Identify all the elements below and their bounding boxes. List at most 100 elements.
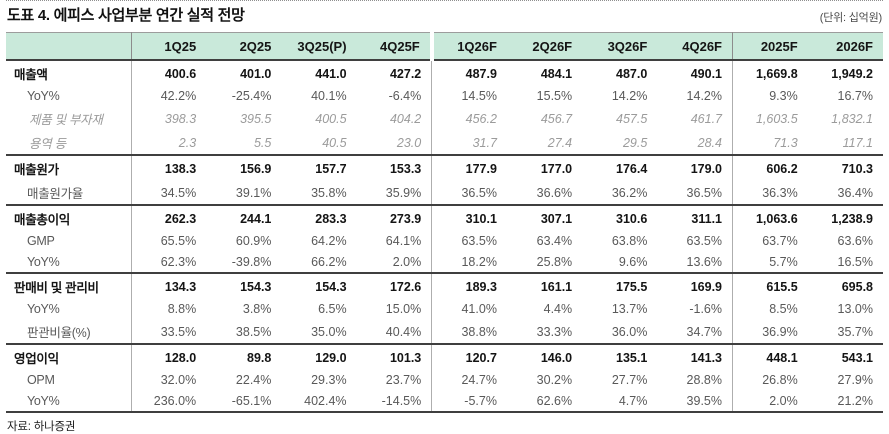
row-label: 제품 및 부자재 [6, 106, 132, 130]
value-cell: 27.7% [611, 373, 648, 387]
value-cell: 13.6% [657, 251, 734, 273]
value-cell: 262.3 [131, 204, 207, 230]
value-cell: 176.4 [582, 154, 658, 180]
value-cell: 146.0 [506, 343, 583, 369]
value-cell: 457.5 [616, 111, 648, 126]
value-cell: 1,949.2 [807, 59, 883, 85]
value-cell: 487.0 [582, 59, 658, 85]
table-row: 판관비율(%) 33.5% 38.5% 35.0% 40.4% 38.8% 33.3% 36.… [6, 319, 883, 344]
table-row: YoY% 42.2% -25.4% 40.1% -6.4% 14.5% 15.5% 14.2%… [6, 85, 883, 106]
row-label: GMP [6, 230, 132, 251]
value-cell: 135.1 [582, 343, 658, 369]
table-row: 제품 및 부자재 398.3 395.5 400.5 404.2 456.2 456.7 45… [6, 106, 883, 130]
table-body: 매출액 400.6 401.0 441.0 427.2 487.9 484.1 487.0 49… [6, 59, 883, 412]
value-cell: 710.3 [807, 154, 883, 180]
value-cell: 128.0 [131, 343, 207, 369]
value-cell: 9.3% [769, 89, 798, 103]
value-cell: 129.0 [281, 343, 357, 369]
table-row: 매출액 400.6 401.0 441.0 427.2 487.9 484.1 487.0 49… [6, 59, 883, 85]
value-cell: 36.2% [611, 185, 648, 200]
value-cell: 2.0% [356, 251, 433, 273]
value-cell: 36.4% [837, 185, 873, 200]
value-cell: 543.1 [807, 343, 883, 369]
value-cell: 402.4% [304, 394, 347, 408]
value-cell: 36.5% [657, 180, 734, 205]
value-cell: 157.7 [281, 154, 357, 180]
table-row: GMP 65.5% 60.9% 64.2% 64.1% 63.5% 63.4% 63.8% 63… [6, 230, 883, 251]
value-cell: 35.0% [311, 324, 347, 339]
value-cell: 101.3 [356, 343, 433, 369]
value-cell: 35.8% [311, 185, 347, 200]
table-caption-bar: 도표 4. 에피스 사업부분 연간 실적 전망 (단위: 십억원) [6, 1, 883, 32]
value-cell: 461.7 [657, 106, 734, 130]
row-label: YoY% [6, 85, 132, 106]
value-cell: 6.5% [318, 302, 347, 316]
value-cell: 273.9 [356, 204, 433, 230]
value-cell: 14.2% [657, 85, 734, 106]
corner-cell [6, 32, 132, 61]
value-cell: 22.4% [235, 373, 272, 387]
value-cell: 1,603.5 [755, 111, 798, 126]
value-cell: 34.5% [160, 185, 197, 200]
table-row: 매출총이익 262.3 244.1 283.3 273.9 310.1 307.1 310.6… [6, 204, 883, 230]
value-cell: 2.3 [178, 135, 197, 150]
table-row: 용역 등 2.3 5.5 40.5 23.0 31.7 27.4 29.5 28.4 71.3 11… [6, 130, 883, 155]
value-cell: 395.5 [240, 111, 272, 126]
value-cell: 25.8% [536, 255, 573, 269]
value-cell: 63.7% [762, 234, 798, 248]
column-header: 4Q25F [356, 32, 434, 61]
value-cell: 36.3% [762, 185, 798, 200]
value-cell: 1,669.8 [732, 59, 808, 85]
value-cell: -6.4% [356, 85, 433, 106]
value-cell: 33.3% [536, 324, 573, 339]
value-cell: 39.5% [657, 390, 734, 412]
value-cell: 16.5% [837, 255, 873, 269]
value-cell: 31.7 [472, 135, 497, 150]
value-cell: 606.2 [732, 154, 808, 180]
value-cell: 89.8 [206, 343, 282, 369]
value-cell: 14.2% [611, 89, 648, 103]
value-cell: 154.3 [281, 272, 357, 298]
column-header: 2025F [732, 32, 808, 61]
value-cell: 456.2 [465, 111, 497, 126]
header-row: 1Q25 2Q25 3Q25(P) 4Q25F 1Q26F 2Q26F 3Q26F 4Q26F… [6, 32, 883, 61]
value-cell: 15.0% [356, 298, 433, 319]
value-cell: 38.5% [235, 324, 272, 339]
value-cell: 5.5 [253, 135, 272, 150]
value-cell: 60.9% [235, 234, 272, 248]
value-cell: 71.3 [773, 135, 798, 150]
row-label: YoY% [6, 251, 132, 273]
value-cell: 29.3% [311, 373, 347, 387]
value-cell: 456.7 [540, 111, 573, 126]
value-cell: 117.1 [842, 135, 873, 150]
value-cell: 28.8% [657, 369, 734, 390]
value-cell: 4.7% [618, 394, 648, 408]
value-cell: 448.1 [732, 343, 808, 369]
value-cell: 40.4% [356, 319, 433, 344]
column-header: 4Q26F [657, 32, 734, 61]
value-cell: 36.5% [461, 185, 497, 200]
column-header: 1Q26F [431, 32, 507, 61]
table-row: 매출원가율 34.5% 39.1% 35.8% 35.9% 36.5% 36.6% 36.2%… [6, 180, 883, 205]
report-page: 도표 4. 에피스 사업부분 연간 실적 전망 (단위: 십억원) 1Q25 2Q… [6, 0, 883, 434]
value-cell: 695.8 [807, 272, 883, 298]
value-cell: 13.0% [837, 302, 873, 316]
value-cell: 120.7 [431, 343, 507, 369]
value-cell: 244.1 [206, 204, 282, 230]
value-cell: 3.8% [242, 302, 272, 316]
financial-forecast-table: 1Q25 2Q25 3Q25(P) 4Q25F 1Q26F 2Q26F 3Q26F 4Q26F… [6, 32, 883, 413]
column-header: 2Q26F [506, 32, 583, 61]
value-cell: 18.2% [461, 255, 497, 269]
value-cell: 484.1 [506, 59, 583, 85]
value-cell: 427.2 [356, 59, 433, 85]
table-row: OPM 32.0% 22.4% 29.3% 23.7% 24.7% 30.2% 27.7% 28… [6, 369, 883, 390]
value-cell: 30.2% [536, 373, 573, 387]
table-row: YoY% 8.8% 3.8% 6.5% 15.0% 41.0% 4.4% 13.7% -1.6%… [6, 298, 883, 319]
value-cell: 1,832.1 [831, 111, 873, 126]
value-cell: 189.3 [431, 272, 507, 298]
value-cell: 487.9 [431, 59, 507, 85]
value-cell: 41.0% [461, 302, 497, 316]
value-cell: 283.3 [281, 204, 357, 230]
value-cell: 15.5% [536, 89, 573, 103]
value-cell: 236.0% [153, 394, 197, 408]
